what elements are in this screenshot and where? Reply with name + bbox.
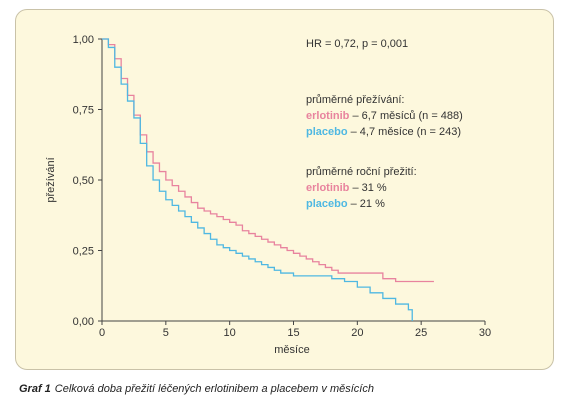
hr-annotation: HR = 0,72, p = 0,001 xyxy=(306,38,408,50)
median-placebo-name: placebo xyxy=(306,126,348,138)
x-tick-label: 25 xyxy=(415,327,427,339)
chart-panel xyxy=(15,9,554,370)
series-lines xyxy=(102,38,434,321)
x-axis-label: měsíce xyxy=(274,344,309,356)
y-tick-label: 1,00 xyxy=(73,34,94,46)
x-tick-label: 20 xyxy=(351,327,363,339)
annual-erlotinib-value: – 31 % xyxy=(349,182,387,194)
y-tick-label: 0,00 xyxy=(73,316,94,328)
caption-label: Graf 1 xyxy=(19,383,51,395)
x-tick-label: 30 xyxy=(479,327,491,339)
median-survival-title: průměrné přežívání: xyxy=(306,94,404,106)
x-tick-label: 0 xyxy=(99,327,105,339)
y-axis-label: přežívání xyxy=(45,157,57,202)
caption-text: Celková doba přežití léčených erlotinibe… xyxy=(54,383,374,395)
annual-placebo-name: placebo xyxy=(306,198,348,210)
series-line-placebo xyxy=(102,38,413,321)
series-line-erlotinib xyxy=(102,38,434,283)
x-tick-label: 15 xyxy=(287,327,299,339)
x-tick-label: 5 xyxy=(163,327,169,339)
median-placebo-value: – 4,7 měsíce (n = 243) xyxy=(348,126,461,138)
annual-survival-title: průměrné roční přežití: xyxy=(306,166,417,178)
median-erlotinib-value: – 6,7 měsíců (n = 488) xyxy=(349,110,462,122)
median-placebo-line: placebo – 4,7 měsíce (n = 243) xyxy=(306,126,461,138)
ticks: 0 5 10 15 20 25 30 0,00 0,25 0,50 0,75 1,00 xyxy=(73,34,492,339)
y-tick-label: 0,25 xyxy=(73,246,94,258)
median-erlotinib-line: erlotinib – 6,7 měsíců (n = 488) xyxy=(306,110,463,122)
annotations: HR = 0,72, p = 0,001 průměrné přežívání:… xyxy=(306,38,463,210)
y-tick-label: 0,75 xyxy=(73,105,94,117)
median-erlotinib-name: erlotinib xyxy=(306,110,350,122)
annual-placebo-value: – 21 % xyxy=(348,198,386,210)
x-tick-label: 10 xyxy=(224,327,236,339)
figure-caption: Graf 1 Celková doba přežití léčených erlo… xyxy=(19,383,374,395)
annual-placebo-line: placebo – 21 % xyxy=(306,198,385,210)
y-tick-label: 0,50 xyxy=(73,175,94,187)
annual-erlotinib-name: erlotinib xyxy=(306,182,350,194)
annual-erlotinib-line: erlotinib – 31 % xyxy=(306,182,387,194)
